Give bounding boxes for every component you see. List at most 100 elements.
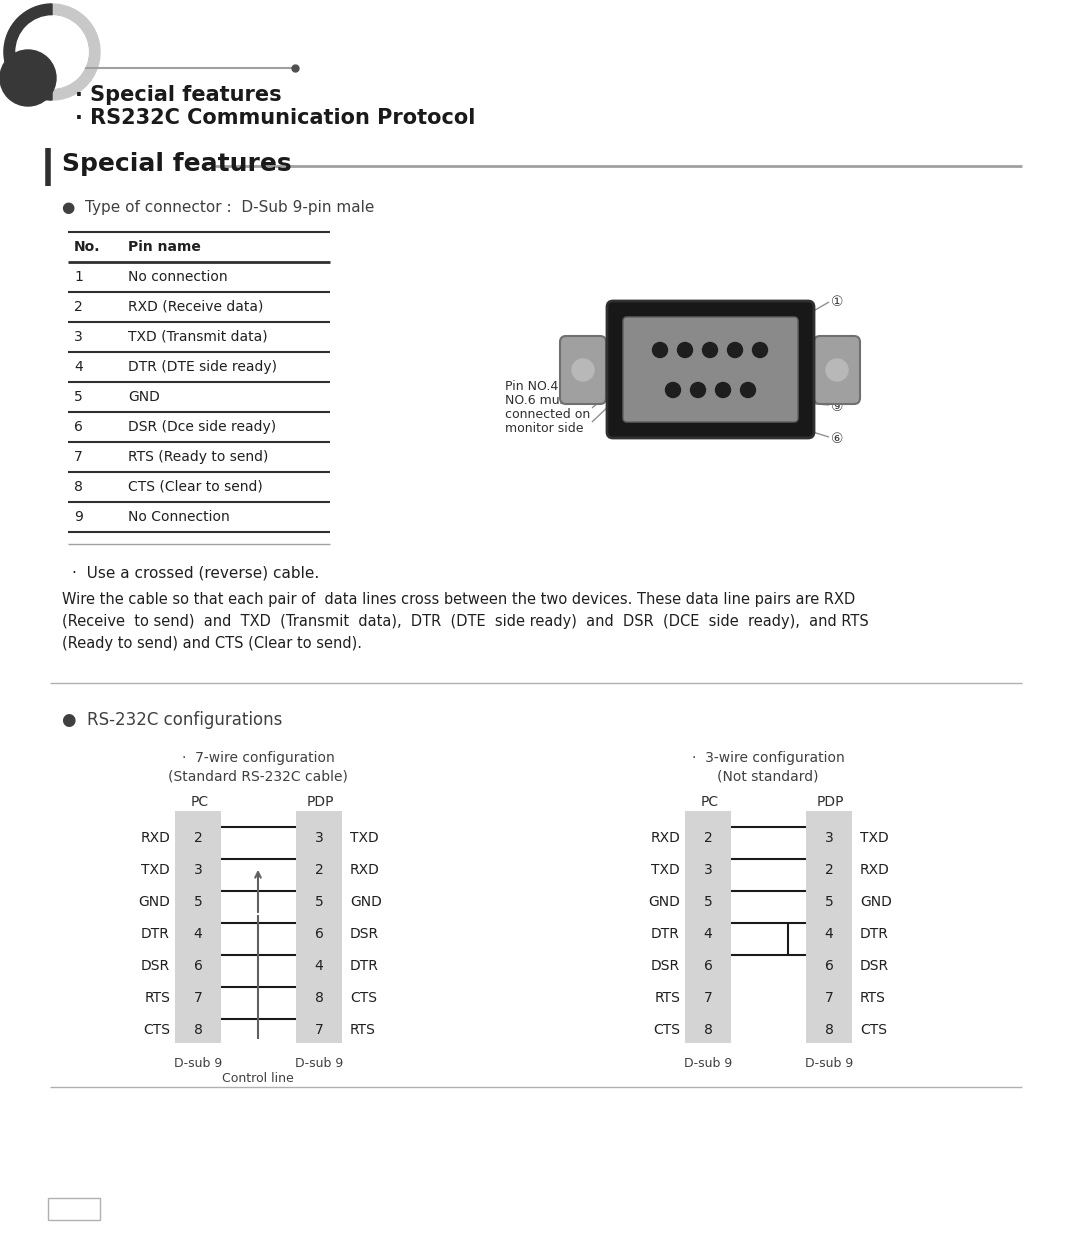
Text: D-sub 9: D-sub 9 (295, 1057, 343, 1070)
Text: 8: 8 (314, 992, 323, 1005)
Circle shape (691, 382, 706, 397)
Text: 2: 2 (314, 862, 323, 877)
Text: PC: PC (701, 795, 719, 809)
Text: ⑤: ⑤ (831, 335, 843, 349)
Text: ⑨: ⑨ (831, 400, 843, 414)
Text: PC: PC (191, 795, 209, 809)
Bar (175, 812, 221, 1042)
Circle shape (0, 50, 56, 105)
Text: CTS: CTS (653, 1023, 680, 1037)
Text: TXD: TXD (859, 831, 888, 845)
Text: 1: 1 (74, 271, 83, 284)
Text: ·  3-wire configuration: · 3-wire configuration (692, 751, 844, 764)
Text: GND: GND (350, 895, 382, 908)
Text: CTS: CTS (350, 992, 377, 1005)
Text: RTS (Ready to send): RTS (Ready to send) (128, 450, 268, 464)
Wedge shape (4, 4, 52, 101)
Text: RXD: RXD (350, 862, 380, 877)
Text: GND: GND (859, 895, 892, 908)
Text: 8: 8 (704, 1023, 712, 1037)
Text: TXD: TXD (651, 862, 680, 877)
Text: DSR: DSR (141, 959, 170, 973)
Circle shape (826, 359, 848, 381)
Circle shape (572, 359, 594, 381)
Text: PDP: PDP (306, 795, 334, 809)
Text: RTS: RTS (144, 992, 170, 1005)
Bar (806, 812, 852, 1042)
Text: DTR: DTR (859, 927, 888, 941)
Text: 3: 3 (74, 330, 83, 344)
Text: RTS: RTS (655, 992, 680, 1005)
Text: DTR: DTR (651, 927, 680, 941)
Text: · Special features: · Special features (75, 84, 281, 105)
Text: 3: 3 (314, 831, 323, 845)
Text: 7: 7 (193, 992, 203, 1005)
Text: No Connection: No Connection (128, 510, 230, 524)
Text: ·  Use a crossed (reverse) cable.: · Use a crossed (reverse) cable. (72, 566, 320, 581)
Text: Special features: Special features (62, 151, 292, 176)
Text: 6: 6 (74, 419, 83, 434)
Text: 5: 5 (74, 390, 83, 405)
Text: ·  7-wire configuration: · 7-wire configuration (181, 751, 335, 764)
Text: monitor side: monitor side (505, 422, 584, 436)
Text: ⑥: ⑥ (831, 432, 843, 446)
Text: RXD (Receive data): RXD (Receive data) (128, 300, 263, 314)
Text: 7: 7 (314, 1023, 323, 1037)
FancyBboxPatch shape (607, 302, 814, 438)
FancyBboxPatch shape (814, 336, 859, 405)
Text: 5: 5 (314, 895, 323, 908)
Text: Pin NO.4 and Pin: Pin NO.4 and Pin (505, 380, 608, 393)
Circle shape (740, 382, 755, 397)
Text: 2: 2 (193, 831, 203, 845)
Text: Control line: Control line (222, 1072, 294, 1085)
Bar (685, 812, 731, 1042)
Text: 5: 5 (704, 895, 712, 908)
Text: 3: 3 (704, 862, 712, 877)
Text: (Not standard): (Not standard) (717, 769, 819, 783)
Text: 4: 4 (193, 927, 203, 941)
Text: ●  Type of connector :  D-Sub 9-pin male: ● Type of connector : D-Sub 9-pin male (62, 200, 374, 215)
Text: 4: 4 (704, 927, 712, 941)
Circle shape (727, 343, 743, 357)
Text: DTR: DTR (350, 959, 379, 973)
Circle shape (716, 382, 731, 397)
Text: DSR: DSR (859, 959, 890, 973)
Text: RTS: RTS (350, 1023, 376, 1037)
Text: PDP: PDP (817, 795, 843, 809)
Text: 2: 2 (825, 862, 834, 877)
Text: TXD (Transmit data): TXD (Transmit data) (128, 330, 267, 344)
Text: No connection: No connection (128, 271, 227, 284)
FancyBboxPatch shape (623, 316, 798, 422)
Text: ●  RS-232C configurations: ● RS-232C configurations (62, 711, 282, 728)
Text: DTR (DTE side ready): DTR (DTE side ready) (128, 360, 277, 374)
Text: DSR: DSR (350, 927, 379, 941)
Text: TXD: TXD (350, 831, 379, 845)
Text: 6: 6 (314, 927, 323, 941)
Text: (Receive  to send)  and  TXD  (Transmit  data),  DTR  (DTE  side ready)  and  DS: (Receive to send) and TXD (Transmit data… (62, 614, 869, 629)
Bar (48, 1198, 100, 1220)
Text: connected on: connected on (505, 408, 590, 421)
Text: DSR: DSR (651, 959, 680, 973)
Text: CTS: CTS (859, 1023, 887, 1037)
Text: 2: 2 (74, 300, 83, 314)
Text: 4: 4 (825, 927, 834, 941)
Text: 40: 40 (65, 1210, 83, 1224)
Text: 7: 7 (825, 992, 834, 1005)
Text: Pin name: Pin name (128, 240, 201, 254)
Text: 2: 2 (704, 831, 712, 845)
Circle shape (4, 4, 100, 101)
Text: TXD: TXD (142, 862, 170, 877)
Text: 5: 5 (825, 895, 834, 908)
Text: RXD: RXD (859, 862, 890, 877)
Text: 6: 6 (704, 959, 712, 973)
Text: DSR (Dce side ready): DSR (Dce side ready) (128, 419, 276, 434)
Text: 6: 6 (193, 959, 203, 973)
Text: GND: GND (128, 390, 160, 405)
Text: RXD: RXD (650, 831, 680, 845)
Text: RXD: RXD (141, 831, 170, 845)
Text: CTS (Clear to send): CTS (Clear to send) (128, 480, 263, 494)
Bar (296, 812, 342, 1042)
Text: No.: No. (74, 240, 101, 254)
Circle shape (16, 16, 88, 88)
Circle shape (703, 343, 718, 357)
